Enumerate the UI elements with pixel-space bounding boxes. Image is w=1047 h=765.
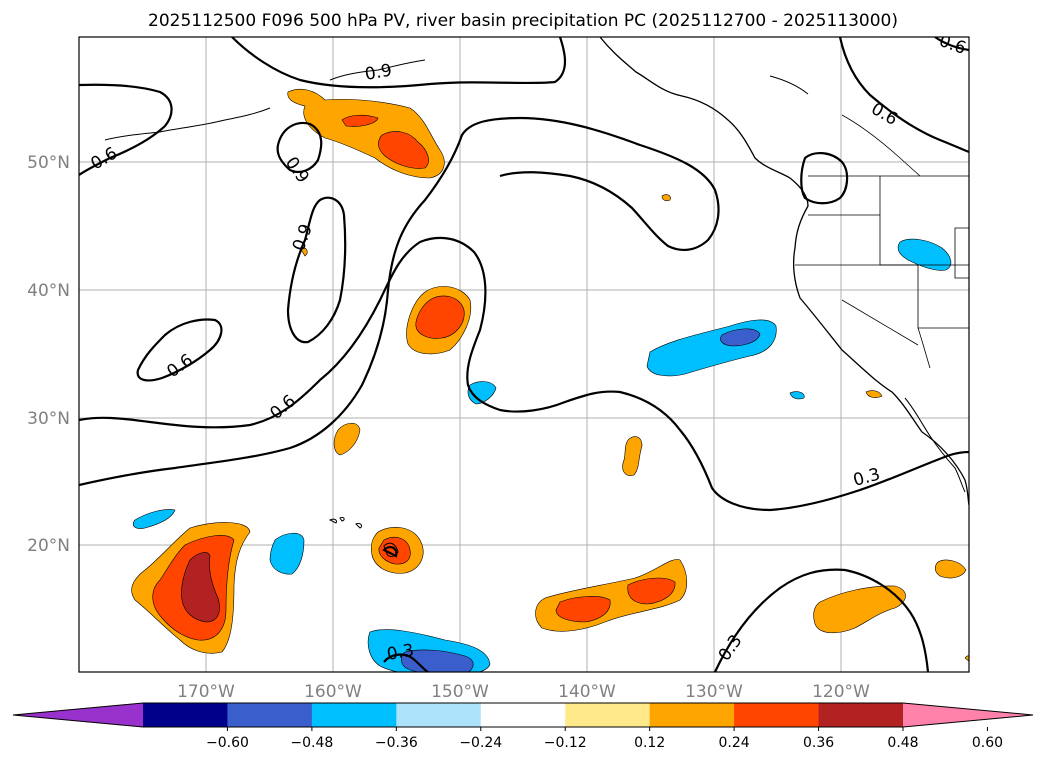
colorbar-tick-label: 0.60 [972,735,1003,751]
colorbar-tick-label: −0.24 [459,735,502,751]
contour-label: 0.9 [363,61,393,85]
contour-labels: 0.6 0.9 0.9 0.9 0.6 0.6 0.6 0.6 0.3 0.3 … [88,37,969,665]
contour-label: 0.3 [385,641,415,665]
colorbar-segment [227,703,313,727]
lon-label: 150°W [431,682,489,702]
precip-negative-great-basin [897,238,952,271]
lat-label: 30°N [27,409,70,429]
lon-label: 140°W [558,682,616,702]
colorbar-extend-low [13,703,143,727]
colorbar-tick-label: −0.36 [375,735,418,751]
colorbar-segment [311,703,397,727]
map-area: 0.6 0.9 0.9 0.9 0.6 0.6 0.6 0.6 0.3 0.3 … [79,37,969,672]
lon-label: 170°W [177,682,235,702]
colorbar-tick-label: −0.48 [290,735,333,751]
colorbar-segment [734,703,820,727]
colorbar-segment [649,703,735,727]
hawaiian-islands [328,516,399,557]
lat-labels: 50°N 40°N 30°N 20°N [27,153,70,556]
colorbar: −0.60 −0.48 −0.36 −0.24 −0.12 0.12 0.24 0.36 0.4… [12,702,1034,751]
map-title: 2025112500 F096 500 hPa PV, river basin … [148,11,898,31]
pv-contours [79,37,969,672]
state-borders [795,114,969,369]
colorbar-tick-label: 0.36 [803,735,834,751]
colorbar-tick-label: 0.24 [719,735,750,751]
colorbar-segment [396,703,482,727]
colorbar-extend-high [903,703,1033,727]
lat-label: 50°N [27,153,70,173]
colorbar-tick-label: −0.12 [544,735,587,751]
precip-positive-gulf-alaska-core [378,131,429,169]
lon-label: 130°W [685,682,743,702]
lon-label: 160°W [304,682,362,702]
coastlines [104,37,969,506]
lat-label: 20°N [27,536,70,556]
colorbar-tick-label: 0.12 [634,735,665,751]
lon-labels: 170°W 160°W 150°W 140°W 130°W 120°W [177,682,870,702]
precip-shading [131,88,969,672]
colorbar-segment [480,703,566,727]
colorbar-segment [818,703,904,727]
colorbar-outline [12,702,1034,728]
colorbar-segment [143,703,228,727]
colorbar-tick-label: 0.48 [887,735,918,751]
lon-label: 120°W [812,682,870,702]
lat-label: 40°N [27,281,70,301]
colorbar-tick-label: −0.60 [206,735,249,751]
map-frame [78,36,970,673]
colorbar-segment [565,703,651,727]
